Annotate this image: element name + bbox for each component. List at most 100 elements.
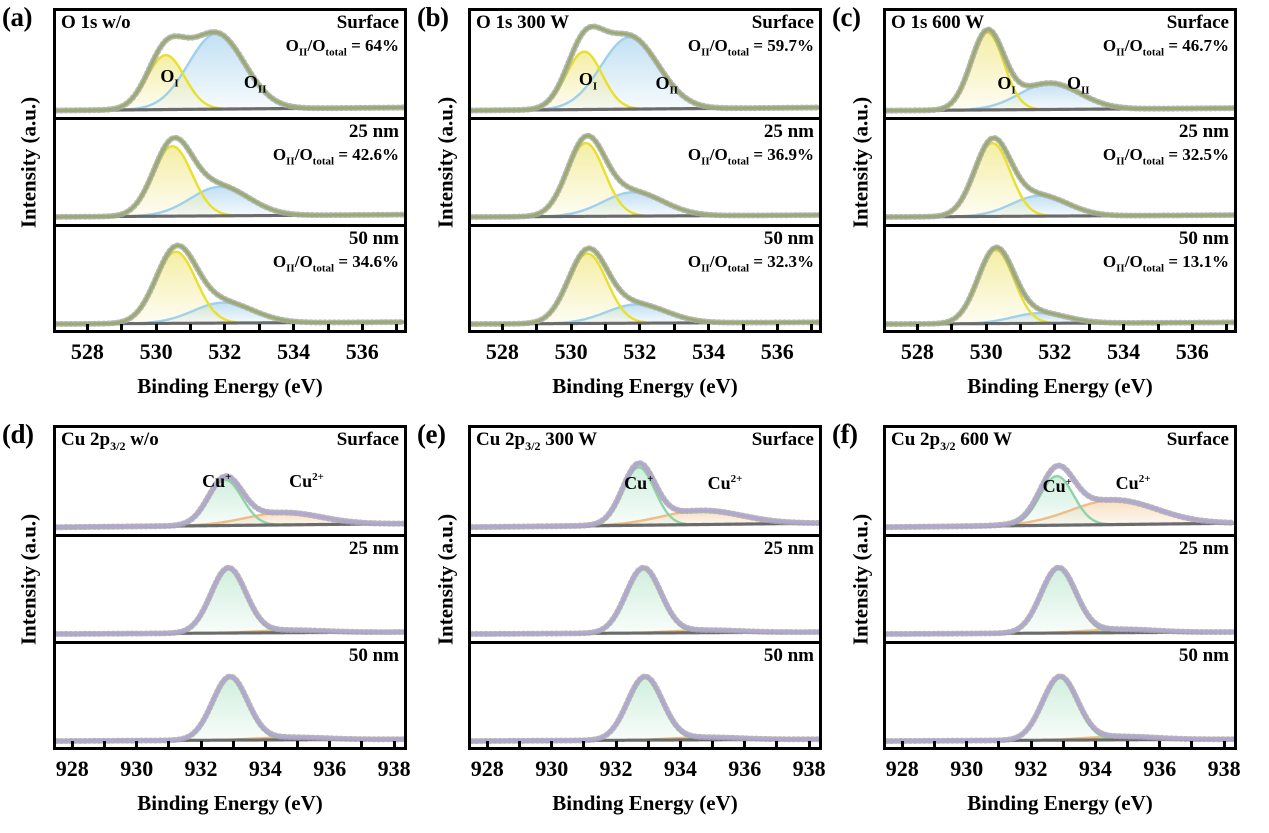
plot-box: O 1s 300 W Surface OII/Ototal = 59.7% OI OII… (468, 8, 822, 333)
tick-label: 936 (313, 756, 347, 781)
tick-label: 938 (377, 756, 411, 781)
envelope-fit-line (471, 674, 819, 743)
x-axis-label: Binding Energy (eV) (552, 374, 738, 398)
tick-label: 938 (792, 756, 826, 781)
envelope-fit-line (471, 566, 819, 636)
envelope-fit-line (56, 566, 404, 636)
envelope-fit-line (886, 28, 1234, 113)
component-fill-2 (56, 187, 404, 218)
y-axis-label: Intensity (a.u.) (433, 513, 458, 646)
spectrum-plot (886, 26, 1234, 114)
plot-box: O 1s 600 W Surface OII/Ototal = 46.7% OI OII… (883, 8, 1237, 333)
subpanel-25-nm: 25 nm OII/Ototal = 36.9% (471, 117, 819, 223)
tick-label: 934 (663, 756, 697, 781)
x-axis-tick-labels: 528 530 532 534 536 (468, 339, 822, 369)
panel-label: (e) (417, 419, 446, 449)
tick-label: 536 (760, 339, 794, 364)
x-axis-tick-labels: 528 530 532 534 536 (53, 339, 407, 369)
component-fill-2 (56, 302, 404, 324)
x-axis-tick-labels: 528 530 532 534 536 (883, 339, 1237, 369)
x-axis-ticks (468, 324, 822, 342)
spectrum-plot (886, 564, 1234, 638)
y-axis-label: Intensity (a.u.) (848, 513, 873, 646)
component-fill-2 (471, 192, 819, 218)
tick-label: 530 (969, 339, 1003, 364)
spectrum-plot (56, 29, 404, 114)
x-axis-label: Binding Energy (eV) (137, 791, 323, 815)
spectrum-plot (471, 460, 819, 531)
tick-label: 534 (277, 339, 311, 364)
subpanel-surface: Cu 2p3/2 300 W Surface Cu+ Cu2+ (471, 428, 819, 534)
tick-label: 938 (1207, 756, 1241, 781)
tick-label: 932 (599, 756, 633, 781)
figure-row-cu2p: (d) Intensity (a.u.) Cu 2p3/2 w/o Surface Cu… (0, 417, 1269, 833)
tick-label: 930 (535, 756, 569, 781)
spectrum-plot (56, 673, 404, 744)
component-fill-1 (56, 146, 404, 218)
component-fill-2 (886, 83, 1234, 111)
spectrum-plot (471, 245, 819, 327)
peak-label-cu-plus: Cu+ (202, 470, 232, 491)
component-fill-2 (471, 304, 819, 324)
tick-label: 930 (120, 756, 154, 781)
peak-label-cu-plus: Cu+ (624, 472, 654, 493)
envelope-fit-line (56, 243, 404, 326)
y-axis-label: Intensity (a.u.) (16, 96, 41, 229)
component-fill-2 (56, 33, 404, 111)
spectrum-plot (56, 565, 404, 638)
panel-b: (b) Intensity (a.u.) O 1s 300 W Surface OII/… (415, 0, 838, 416)
component-fill-1 (886, 32, 1234, 111)
peak-label-cu-2plus: Cu2+ (289, 470, 324, 491)
core-level-label: Cu 2p3/2 300 W (476, 429, 598, 453)
subpanel-25-nm: 25 nm OII/Ototal = 42.6% (56, 117, 404, 223)
x-axis-tick-labels: 928 930 932 934 936 938 (468, 756, 826, 786)
tick-label: 932 (184, 756, 218, 781)
spectrum-plot (56, 242, 404, 327)
envelope-fit-line (56, 136, 404, 219)
x-axis-label: Binding Energy (eV) (137, 374, 323, 398)
spectrum-plot (886, 673, 1234, 744)
envelope-fit-line (471, 134, 819, 219)
component-fill-1 (886, 476, 1234, 528)
tick-label: 928 (885, 756, 919, 781)
core-level-label: Cu 2p3/2 600 W (891, 429, 1013, 453)
envelope-fit-line (56, 474, 404, 529)
tick-label: 930 (950, 756, 984, 781)
tick-label: 934 (248, 756, 282, 781)
spectrum-plot (886, 462, 1234, 531)
component-fill-1 (471, 51, 819, 111)
panel-c: (c) Intensity (a.u.) O 1s 600 W Surface OII/… (830, 0, 1253, 416)
component-fill-2 (471, 37, 819, 111)
envelope-fit-line (471, 25, 819, 112)
subpanel-50-nm: 50 nm (56, 640, 404, 747)
subpanel-surface: O 1s w/o Surface OII/Ototal = 64% OI OII (56, 11, 404, 117)
spectrum-plot (886, 135, 1234, 221)
subpanel-50-nm: 50 nm OII/Ototal = 34.6% (56, 223, 404, 330)
spectrum-plot (471, 133, 819, 221)
subpanel-50-nm: 50 nm (471, 640, 819, 747)
envelope-fit-line (886, 245, 1234, 326)
spectrum-plot (471, 565, 819, 638)
panel-a: (a) Intensity (a.u.) O 1s w/o Surface OII/Ot… (0, 0, 423, 416)
raw-data-markers (886, 244, 1234, 327)
component-fill-2 (886, 196, 1234, 218)
component-fill-1 (56, 676, 404, 741)
tick-label: 534 (1107, 339, 1141, 364)
peak-label-cu-2plus: Cu2+ (1115, 472, 1151, 493)
panel-e: (e) Intensity (a.u.) Cu 2p3/2 300 W Surface… (415, 417, 838, 833)
component-fill-1 (886, 676, 1234, 741)
peak-label-o-ii: OII (243, 71, 267, 96)
component-fill-1 (886, 143, 1234, 218)
subpanel-surface: O 1s 600 W Surface OII/Ototal = 46.7% OI OII (886, 11, 1234, 117)
envelope-fit-line (886, 566, 1234, 636)
panel-d: (d) Intensity (a.u.) Cu 2p3/2 w/o Surface Cu… (0, 417, 423, 833)
peak-label-o-i: OI (160, 66, 179, 90)
component-fill-1 (56, 568, 404, 635)
component-fill-1 (56, 479, 404, 528)
core-level-label: O 1s 300 W (476, 12, 570, 33)
peak-label-o-ii: OII (655, 72, 679, 97)
y-axis-label: Intensity (a.u.) (848, 96, 873, 229)
x-axis-label: Binding Energy (eV) (967, 791, 1153, 815)
subpanel-surface: O 1s 300 W Surface OII/Ototal = 59.7% OI OII (471, 11, 819, 117)
